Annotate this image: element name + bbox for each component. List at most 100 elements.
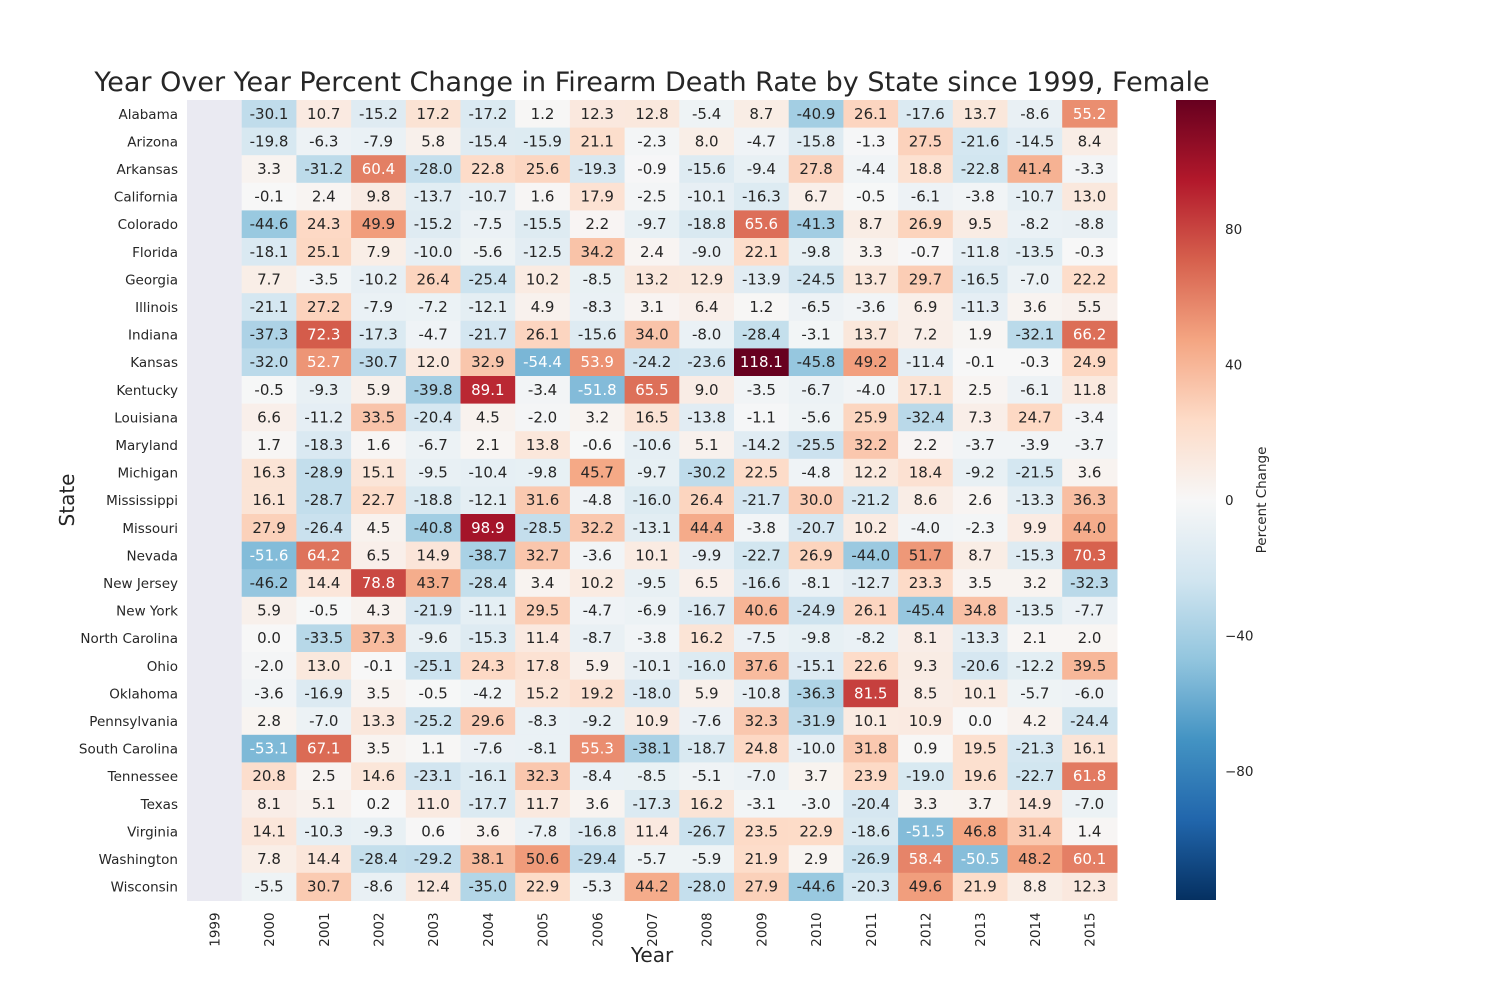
- colorbar: [1176, 100, 1216, 900]
- cell-value-label: -0.5: [309, 602, 338, 620]
- cell-value-label: -18.8: [414, 491, 453, 509]
- heatmap-cell: [241, 348, 297, 377]
- heatmap-cell: [351, 376, 407, 405]
- cell-value-label: 29.5: [526, 602, 559, 620]
- heatmap-cell: [898, 100, 954, 129]
- cell-value-label: -15.9: [523, 132, 562, 150]
- cell-value-label: -32.0: [250, 353, 289, 371]
- heatmap-cell: [405, 845, 462, 874]
- cell-value-label: -15.1: [797, 657, 836, 675]
- heatmap-cell: [405, 762, 462, 791]
- heatmap-cell: [1007, 376, 1063, 405]
- heatmap-cell: [843, 486, 899, 515]
- cell-value-label: -29.2: [414, 850, 453, 868]
- cell-value-label: -3.4: [1075, 408, 1104, 426]
- heatmap-cell: [843, 679, 899, 708]
- cell-value-label: 9.3: [914, 657, 938, 675]
- cell-value-label: 24.7: [1018, 408, 1051, 426]
- heatmap-cell: [460, 514, 516, 543]
- cell-value-label: -11.2: [304, 408, 343, 426]
- cell-value-label: 78.8: [362, 574, 395, 592]
- cell-value-label: -7.0: [747, 767, 776, 785]
- cell-value-label: 7.8: [257, 850, 281, 868]
- heatmap-cell: [241, 320, 297, 349]
- row-label: Ohio: [147, 659, 178, 675]
- cell-value-label: -3.4: [528, 381, 557, 399]
- cell-value-label: -8.1: [528, 740, 557, 758]
- heatmap-cell: [679, 790, 735, 819]
- cell-value-label: -6.5: [801, 298, 830, 316]
- heatmap-cell: [460, 431, 516, 460]
- heatmap-cell: [788, 541, 844, 570]
- heatmap-cell: [187, 596, 243, 625]
- heatmap-cell: [952, 265, 1009, 294]
- cell-value-label: -7.2: [419, 298, 448, 316]
- cell-value-label: -26.7: [687, 822, 726, 840]
- cell-value-label: -50.5: [961, 850, 1000, 868]
- cell-value-label: -28.4: [468, 574, 507, 592]
- heatmap-cell: [187, 348, 243, 377]
- heatmap-cell: [569, 734, 626, 763]
- heatmap-cell: [624, 541, 680, 570]
- heatmap-cell: [734, 458, 790, 487]
- column-label: 2000: [262, 912, 278, 946]
- cell-value-label: -1.1: [747, 408, 776, 426]
- heatmap-cell: [405, 210, 462, 239]
- heatmap-cell: [460, 376, 516, 405]
- heatmap-cell: [241, 707, 297, 736]
- cell-value-label: -33.5: [304, 629, 343, 647]
- cell-value-label: -8.6: [364, 878, 393, 896]
- heatmap-cell: [788, 817, 844, 846]
- heatmap-cell: [1007, 265, 1063, 294]
- heatmap-cell: [1062, 624, 1118, 653]
- heatmap-cell: [898, 155, 954, 184]
- cell-value-label: 8.1: [914, 629, 938, 647]
- cell-value-label: -3.7: [1075, 436, 1104, 454]
- heatmap-cell: [788, 872, 844, 901]
- heatmap-cell: [734, 155, 790, 184]
- heatmap-cell: [351, 486, 407, 515]
- cell-value-label: -22.8: [961, 160, 1000, 178]
- y-axis-title: State: [55, 474, 79, 527]
- heatmap-cell: [679, 569, 735, 598]
- cell-value-label: -24.4: [1070, 712, 1109, 730]
- cell-value-label: 55.3: [581, 740, 614, 758]
- heatmap-cell: [898, 872, 954, 901]
- heatmap-cell: [187, 872, 243, 901]
- cell-value-label: 3.6: [585, 795, 609, 813]
- cell-value-label: -3.6: [583, 546, 612, 564]
- cell-value-label: -4.7: [583, 602, 612, 620]
- cell-value-label: 2.5: [968, 381, 992, 399]
- cell-value-label: 22.1: [745, 243, 778, 261]
- heatmap-cell: [952, 762, 1009, 791]
- cell-value-label: 16.2: [690, 629, 723, 647]
- heatmap-cell: [898, 293, 954, 322]
- heatmap-cell: [898, 569, 954, 598]
- heatmap-cell: [460, 458, 516, 487]
- heatmap-cell: [1007, 458, 1063, 487]
- cell-value-label: 22.6: [854, 657, 887, 675]
- cell-value-label: -18.1: [250, 243, 289, 261]
- heatmap-cell: [241, 210, 297, 239]
- heatmap-cell: [734, 431, 790, 460]
- heatmap-cell: [898, 762, 954, 791]
- cell-value-label: -17.3: [633, 795, 672, 813]
- cell-value-label: 21.9: [745, 850, 778, 868]
- cell-value-label: -44.6: [797, 878, 836, 896]
- heatmap-cell: [624, 790, 680, 819]
- row-label: New York: [116, 604, 178, 620]
- heatmap-cell: [952, 210, 1009, 239]
- heatmap-cell: [734, 238, 790, 267]
- heatmap-cell: [569, 348, 626, 377]
- heatmap-cell: [460, 569, 516, 598]
- cell-value-label: 25.9: [854, 408, 887, 426]
- heatmap-cell: [515, 707, 571, 736]
- cell-value-label: -5.6: [473, 243, 502, 261]
- heatmap-cell: [187, 293, 243, 322]
- heatmap-cell: [241, 127, 297, 156]
- heatmap-cell: [241, 238, 297, 267]
- cell-value-label: -12.7: [851, 574, 890, 592]
- cell-value-label: -20.3: [851, 878, 890, 896]
- cell-value-label: 3.6: [1078, 464, 1102, 482]
- cell-value-label: -3.6: [856, 298, 885, 316]
